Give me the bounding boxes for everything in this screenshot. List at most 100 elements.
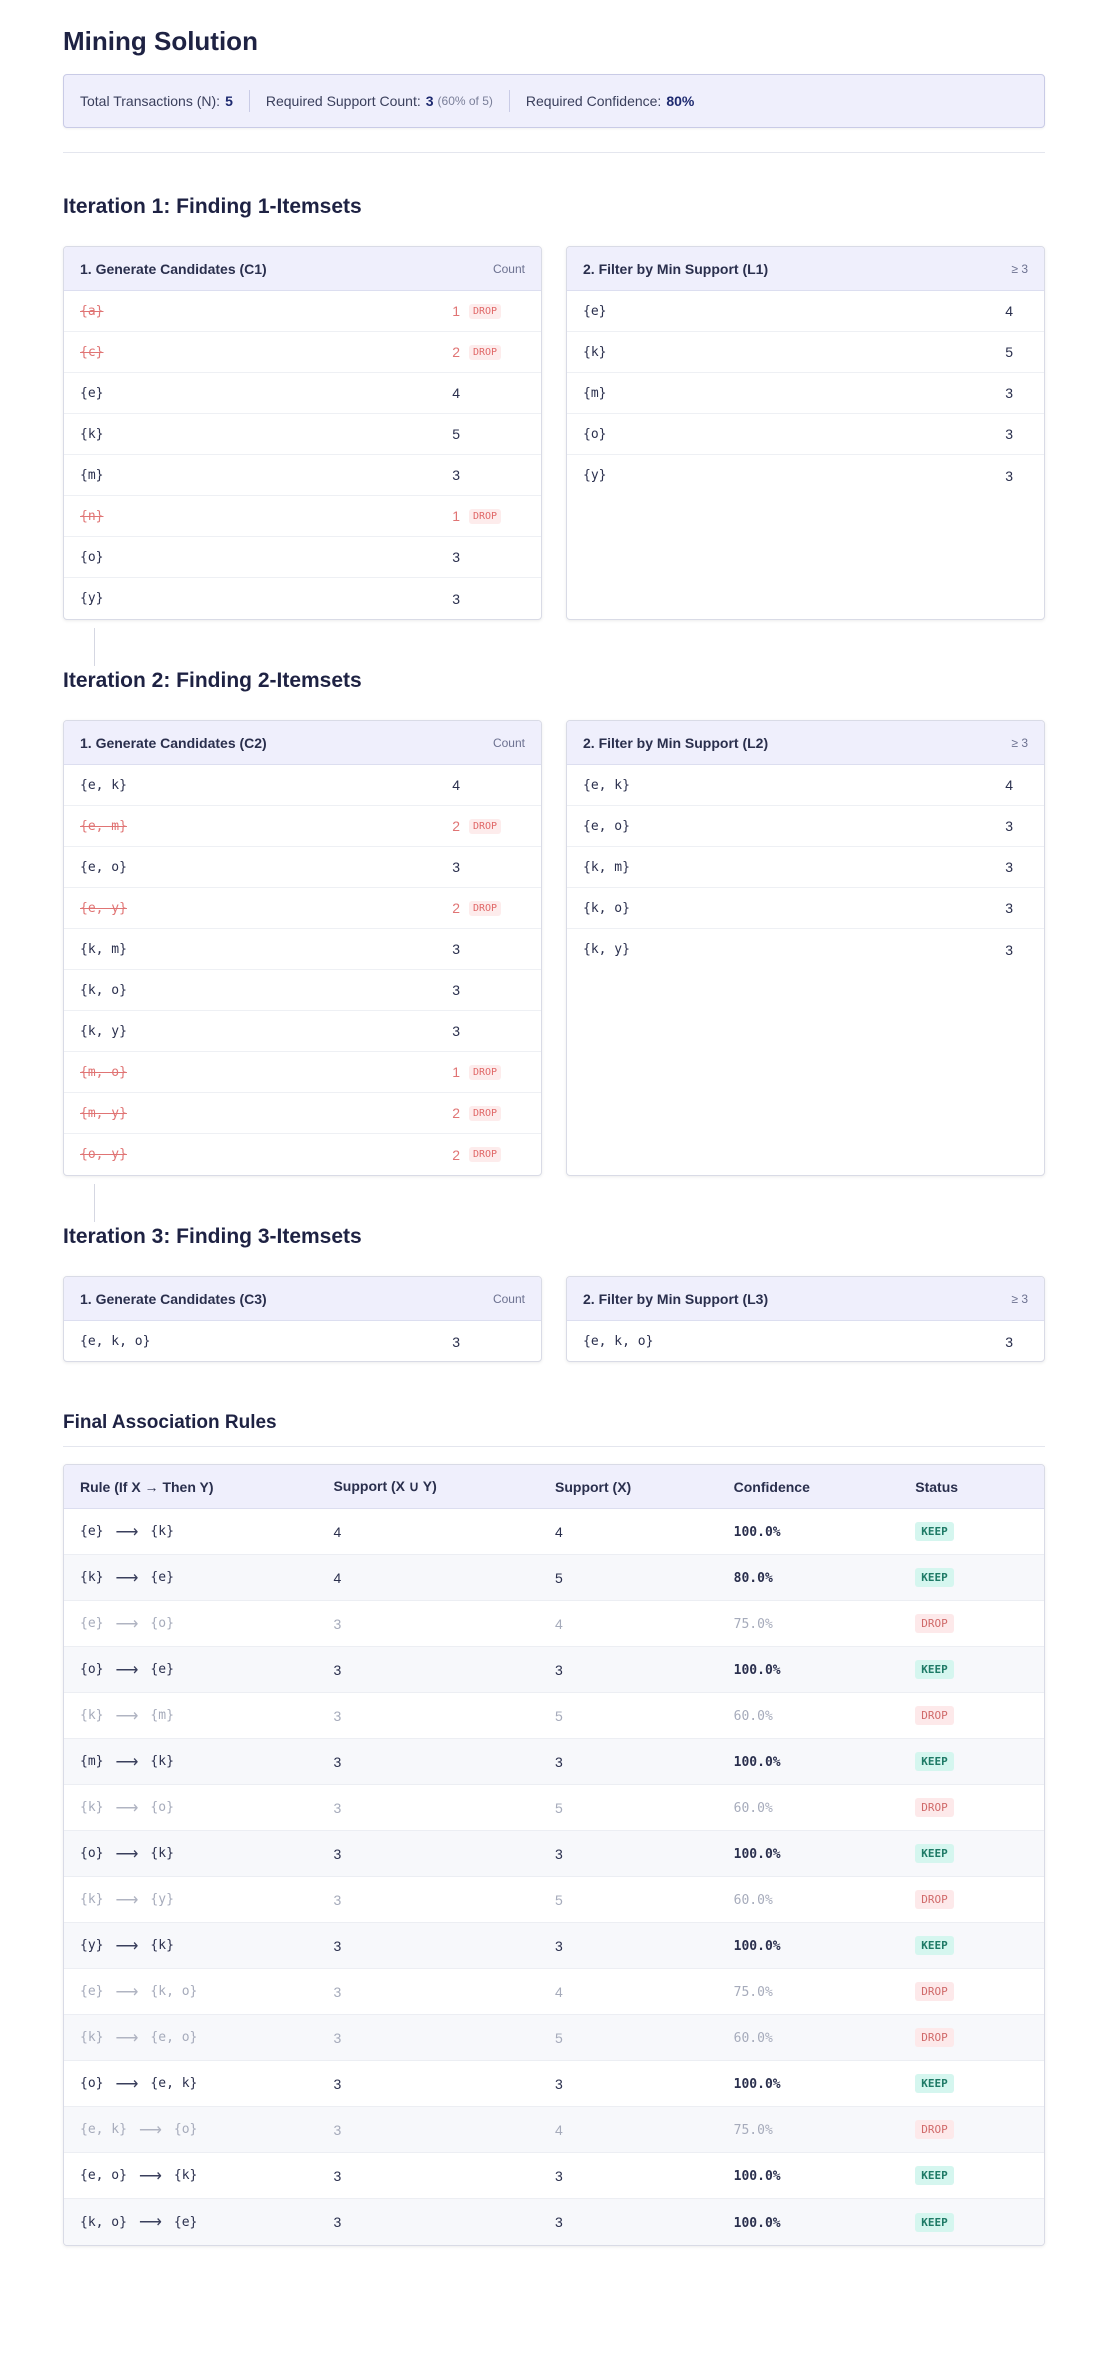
rule-cell: {k, o} ⟶ {e} — [64, 2212, 333, 2232]
confidence-cell: 100.0% — [734, 2075, 916, 2092]
candidate-list: {e, k} 4 {e, m} 2 DROP {e, o} 3 {e, y} 2 DROP {k, … — [64, 765, 541, 1175]
section-divider — [63, 1446, 1045, 1447]
iteration-1-candidates-card: 1. Generate Candidates (C1) Count {a} 1 DR… — [63, 246, 542, 620]
status-badge: KEEP — [915, 2166, 954, 2185]
status-cell: DROP — [915, 1614, 1044, 1633]
itemset: {e} — [583, 303, 607, 319]
iteration-connector — [94, 1184, 95, 1222]
support-xy-cell: 3 — [333, 1753, 342, 1770]
confidence-value: 100.0% — [733, 1847, 781, 1862]
rule-consequent: {e} — [150, 1570, 174, 1585]
support-xy-cell: 3 — [333, 2029, 342, 2046]
table-row: {k} ⟶ {m} 3 5 60.0% DROP — [64, 1693, 1044, 1739]
rule-antecedent: {k} — [80, 1570, 104, 1585]
rule-consequent: {e, o} — [150, 2030, 198, 2045]
arrow-icon: ⟶ — [115, 1799, 139, 1817]
drop-tag: DROP — [469, 303, 502, 319]
status-cell: KEEP — [915, 1522, 1044, 1541]
list-item: {k, y} 3 — [567, 929, 1044, 970]
support-xy-cell: 3 — [333, 1937, 342, 1954]
status-cell: DROP — [915, 2028, 1044, 2047]
rule-cell: {k} ⟶ {e} — [64, 1568, 333, 1588]
list-item: {n} 1 DROP — [64, 496, 541, 537]
itemset: {e} — [80, 385, 104, 401]
support-count: 3 — [1005, 385, 1013, 401]
itemset: {k, o} — [583, 900, 630, 916]
candidate-list: {a} 1 DROP {c} 2 DROP {e} 4 {k} 5 {m} 3 {n} 1 DROP {o} 3… — [64, 291, 541, 619]
rule-consequent: {o} — [173, 2122, 198, 2137]
confidence-cell: 80.0% — [734, 1569, 916, 1586]
support-count: 4 — [1005, 777, 1013, 793]
support-x-cell: 4 — [555, 1615, 563, 1632]
list-item: {k, y} 3 — [64, 1011, 541, 1052]
iteration-3-candidates-card: 1. Generate Candidates (C3) Count {e, k,… — [63, 1276, 542, 1362]
support-count: 3 — [1005, 818, 1013, 834]
confidence-value: 80.0% — [733, 1571, 773, 1586]
support-count: 3 — [452, 1023, 460, 1039]
column-header-support-xy: Support (X ∪ Y) — [333, 1478, 437, 1494]
support-count: 1 — [452, 1064, 460, 1080]
support-count: 3 — [1005, 1333, 1013, 1350]
arrow-icon: ⟶ — [115, 1569, 139, 1587]
table-row: {k} ⟶ {e} 4 5 80.0% KEEP — [64, 1555, 1044, 1601]
itemset: {e, k, o} — [583, 1334, 654, 1349]
summary-support: Required Support Count: 3 (60% of 5) — [266, 93, 509, 109]
confidence-value: 100.0% — [733, 2169, 781, 2184]
iteration-1-filtered-card: 2. Filter by Min Support (L1) ≥ 3 {e} 4 {k… — [566, 246, 1045, 620]
status-cell: DROP — [915, 1890, 1044, 1909]
status-badge: KEEP — [915, 1568, 954, 1587]
list-item: {m, y} 2 DROP — [64, 1093, 541, 1134]
confidence-value: 75.0% — [733, 1617, 773, 1632]
support-xy-cell: 3 — [333, 1891, 342, 1908]
support-count: 3 — [452, 941, 460, 957]
confidence-cell: 60.0% — [734, 1707, 916, 1724]
rule-cell: {e} ⟶ {o} — [64, 1614, 333, 1634]
confidence-cell: 60.0% — [734, 1799, 916, 1816]
list-item: {m} 3 — [567, 373, 1044, 414]
list-item: {a} 1 DROP — [64, 291, 541, 332]
confidence-value: 75.0% — [733, 2123, 773, 2138]
rule-antecedent: {e, k} — [80, 2122, 127, 2137]
iteration-connector — [94, 628, 95, 666]
support-xy-cell: 4 — [333, 1569, 342, 1586]
support-count: 3 — [1005, 859, 1013, 875]
confidence-cell: 100.0% — [734, 1523, 916, 1540]
confidence-value: 60.0% — [733, 1801, 773, 1816]
table-row: {e, o} ⟶ {k} 3 3 100.0% KEEP — [64, 2153, 1044, 2199]
drop-tag: DROP — [469, 1147, 502, 1162]
rule-antecedent: {e} — [80, 1984, 104, 1999]
support-count: 2 — [452, 1105, 460, 1121]
support-x-cell: 4 — [555, 1983, 563, 2000]
support-count: 3 — [1005, 941, 1013, 958]
candidate-list: {e, k, o} 3 — [64, 1321, 541, 1361]
rule-consequent: {e, k} — [150, 2076, 198, 2091]
table-row: {e} ⟶ {k} 4 4 100.0% KEEP — [64, 1509, 1044, 1555]
support-x-cell: 3 — [555, 2075, 563, 2092]
support-count: 5 — [452, 426, 460, 442]
list-item: {o} 3 — [64, 537, 541, 578]
status-badge: DROP — [915, 1706, 954, 1725]
support-x-cell: 5 — [555, 2029, 563, 2046]
rule-antecedent: {e} — [80, 1616, 104, 1631]
card-header: 2. Filter by Min Support (L1) ≥ 3 — [567, 247, 1044, 291]
summary-divider — [248, 90, 250, 112]
confidence-value: 100.0% — [733, 2077, 781, 2092]
rule-antecedent: {k} — [80, 2030, 104, 2045]
status-badge: KEEP — [915, 1752, 954, 1771]
support-count: 2 — [452, 818, 460, 834]
support-xy-cell: 3 — [333, 2167, 342, 2184]
rule-antecedent: {m} — [80, 1754, 104, 1769]
itemset: {k} — [583, 344, 607, 360]
itemset: {k, y} — [583, 942, 630, 957]
table-row: {y} ⟶ {k} 3 3 100.0% KEEP — [64, 1923, 1044, 1969]
status-cell: KEEP — [915, 2074, 1044, 2093]
table-row: {e, k} ⟶ {o} 3 4 75.0% DROP — [64, 2107, 1044, 2153]
support-count: 3 — [452, 982, 460, 998]
table-row: {k} ⟶ {o} 3 5 60.0% DROP — [64, 1785, 1044, 1831]
support-x-cell: 3 — [555, 1661, 563, 1678]
itemset: {m} — [80, 467, 104, 483]
support-count: 1 — [452, 508, 460, 524]
itemset: {e, m} — [80, 818, 127, 834]
itemset: {k, m} — [583, 859, 630, 875]
support-x-cell: 5 — [555, 1569, 563, 1586]
